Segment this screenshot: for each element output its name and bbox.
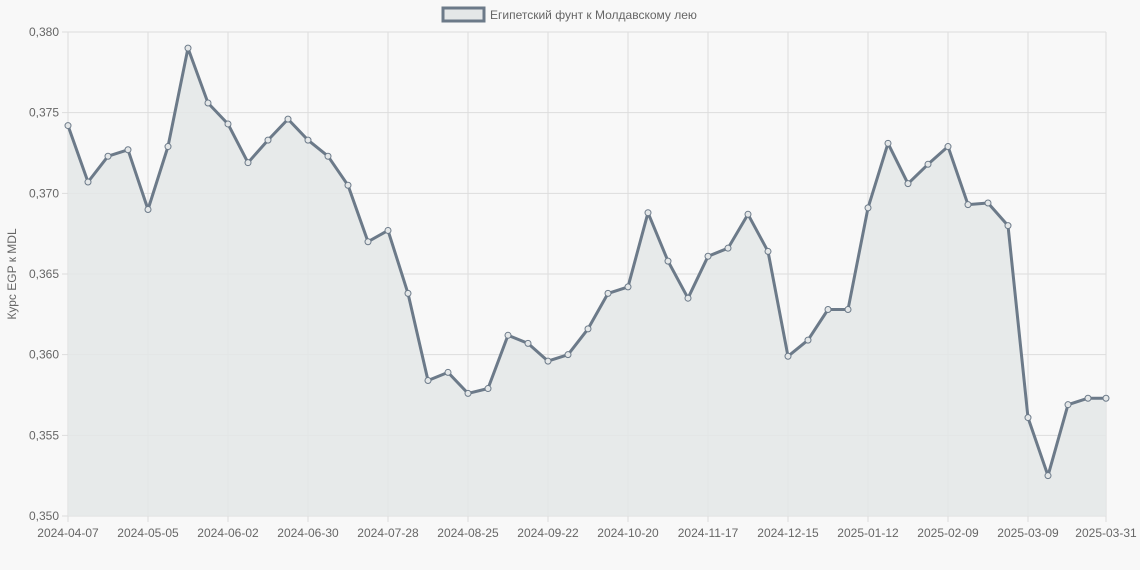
data-point[interactable] [164, 143, 172, 151]
data-point[interactable] [944, 143, 952, 151]
x-tick-label: 2025-01-12 [837, 526, 899, 540]
data-point[interactable] [744, 210, 752, 218]
data-point[interactable] [104, 152, 112, 160]
x-tick-label: 2024-04-07 [37, 526, 99, 540]
y-tick-label: 0,365 [29, 267, 59, 281]
y-axis-title: Курс EGP к MDL [5, 228, 19, 320]
data-point[interactable] [844, 305, 852, 313]
data-point[interactable] [64, 122, 72, 130]
x-tick-label: 2024-11-17 [678, 526, 739, 540]
data-point[interactable] [264, 136, 272, 144]
data-point[interactable] [144, 205, 152, 213]
data-point[interactable] [184, 44, 192, 52]
x-tick-label: 2024-08-25 [437, 526, 499, 540]
data-point[interactable] [884, 139, 892, 147]
data-point[interactable] [664, 257, 672, 265]
data-point[interactable] [84, 178, 92, 186]
data-point[interactable] [1004, 222, 1012, 230]
y-axis-ticks: 0,350 0,355 0,360 0,365 0,370 0,375 0,380 [29, 25, 59, 523]
data-point[interactable] [1084, 394, 1092, 402]
x-axis-ticks: 2024-04-07 2024-05-05 2024-06-02 2024-06-30… [37, 526, 1137, 540]
data-point[interactable] [404, 289, 412, 297]
x-tick-label: 2024-06-02 [197, 526, 259, 540]
x-tick-label: 2024-06-30 [277, 526, 339, 540]
data-point[interactable] [704, 252, 712, 260]
data-point[interactable] [504, 331, 512, 339]
data-point[interactable] [724, 244, 732, 252]
data-point[interactable] [284, 115, 292, 123]
y-tick-label: 0,375 [29, 106, 59, 120]
data-point[interactable] [224, 120, 232, 128]
x-tick-label: 2024-12-15 [757, 526, 819, 540]
x-tick-label: 2024-10-20 [597, 526, 659, 540]
legend-swatch [441, 6, 486, 23]
y-tick-label: 0,380 [29, 25, 59, 39]
data-point[interactable] [1064, 401, 1072, 409]
data-point[interactable] [864, 204, 872, 212]
data-point[interactable] [984, 199, 992, 207]
data-point[interactable] [1024, 414, 1032, 422]
series-area-fill [68, 48, 1106, 516]
data-point[interactable] [324, 152, 332, 160]
data-point[interactable] [484, 385, 492, 393]
data-point[interactable] [344, 181, 352, 189]
x-tick-label: 2024-07-28 [357, 526, 419, 540]
x-tick-label: 2025-03-09 [997, 526, 1059, 540]
data-point[interactable] [564, 351, 572, 359]
data-point[interactable] [904, 180, 912, 188]
data-point[interactable] [444, 368, 452, 376]
y-tick-label: 0,350 [29, 509, 59, 523]
data-point[interactable] [584, 325, 592, 333]
data-point[interactable] [244, 159, 252, 167]
x-tick-label: 2025-03-31 [1075, 526, 1137, 540]
data-point[interactable] [424, 376, 432, 384]
data-point[interactable] [804, 336, 812, 344]
data-point[interactable] [784, 352, 792, 360]
data-point[interactable] [384, 226, 392, 234]
data-point[interactable] [1044, 472, 1052, 480]
data-point[interactable] [1102, 394, 1110, 402]
y-tick-label: 0,370 [29, 186, 59, 200]
x-tick-label: 2024-09-22 [517, 526, 579, 540]
data-point[interactable] [304, 136, 312, 144]
data-point[interactable] [964, 201, 972, 209]
data-points [64, 44, 1110, 480]
y-tick-label: 0,355 [29, 428, 59, 442]
data-point[interactable] [624, 283, 632, 291]
data-point[interactable] [204, 99, 212, 107]
data-point[interactable] [764, 247, 772, 255]
data-point[interactable] [824, 305, 832, 313]
legend-label: Египетский фунт к Молдавскому лею [490, 8, 697, 22]
data-point[interactable] [544, 357, 552, 365]
data-point[interactable] [644, 209, 652, 217]
x-tick-label: 2024-05-05 [117, 526, 179, 540]
data-point[interactable] [604, 289, 612, 297]
data-point[interactable] [684, 294, 692, 302]
data-point[interactable] [924, 160, 932, 168]
legend[interactable]: Египетский фунт к Молдавскому лею [441, 6, 697, 23]
data-point[interactable] [364, 238, 372, 246]
y-tick-label: 0,360 [29, 348, 59, 362]
data-point[interactable] [524, 339, 532, 347]
data-point[interactable] [464, 389, 472, 397]
x-tick-label: 2025-02-09 [917, 526, 979, 540]
data-point[interactable] [124, 146, 132, 154]
